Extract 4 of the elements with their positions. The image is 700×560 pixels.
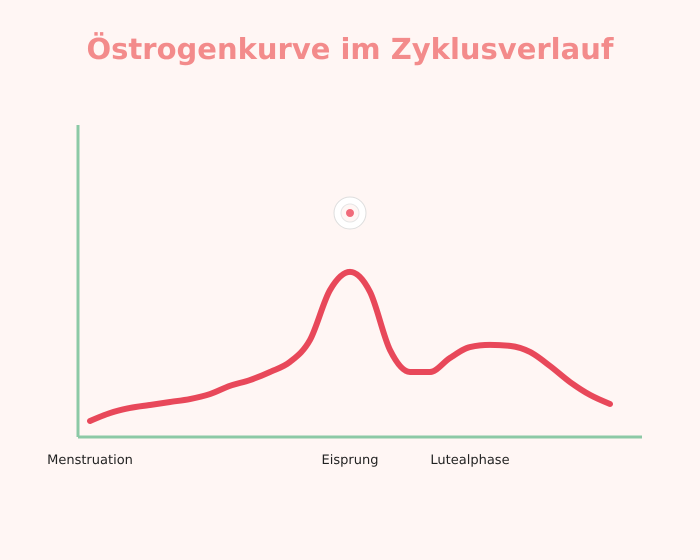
x-tick-label: Eisprung <box>322 453 378 468</box>
chart-title: Östrogenkurve im Zyklusverlauf <box>86 32 615 66</box>
x-tick-label: Menstruation <box>47 453 133 468</box>
x-tick-label: Lutealphase <box>430 453 510 468</box>
